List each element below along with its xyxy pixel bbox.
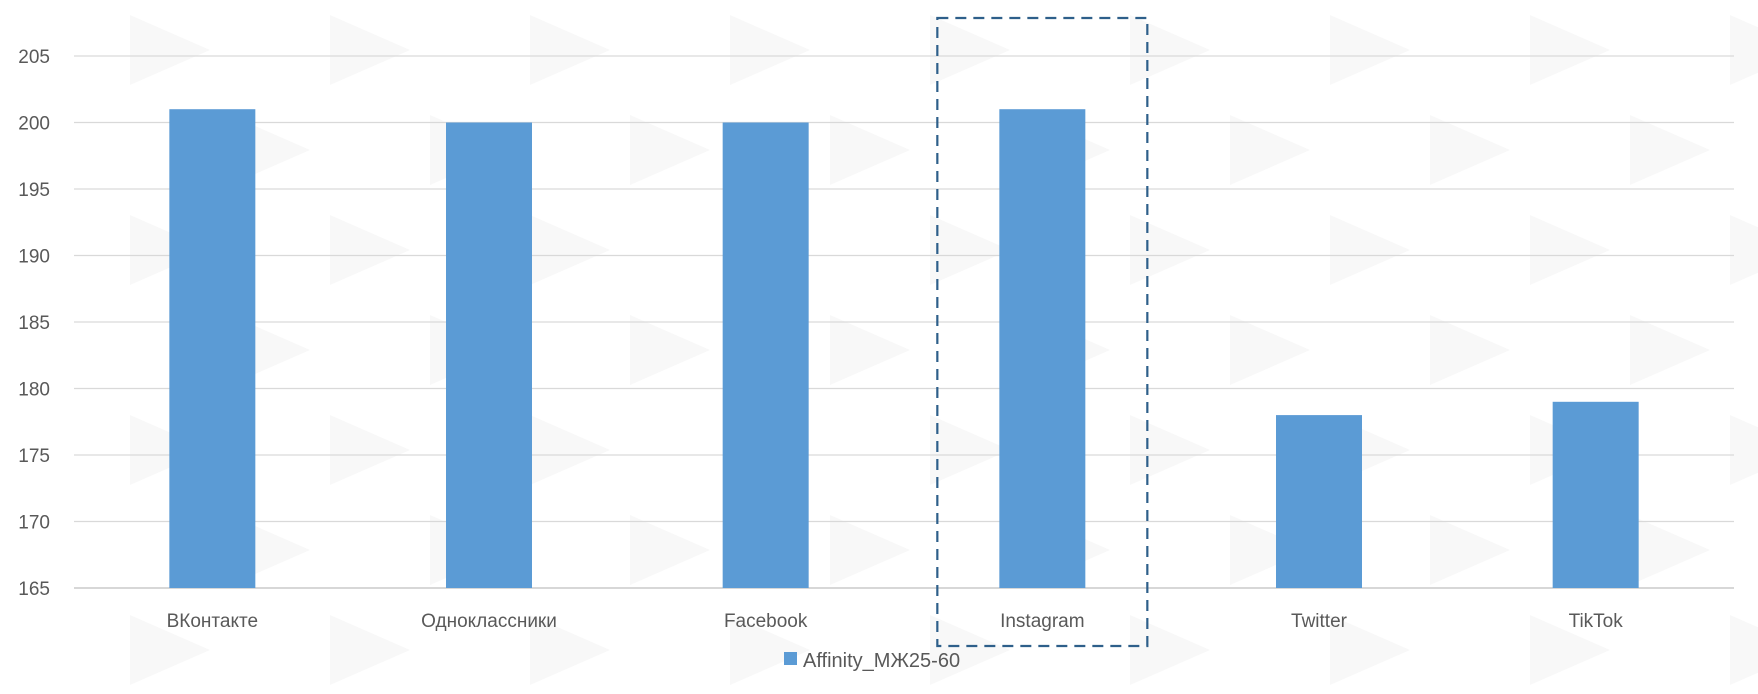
watermark-triangle	[930, 15, 1010, 85]
watermark-triangle	[1430, 515, 1510, 585]
watermark-triangle	[1230, 115, 1310, 185]
watermark-triangle	[330, 615, 410, 685]
watermark-triangle	[930, 415, 1010, 485]
watermark-triangle	[930, 215, 1010, 285]
y-tick-label: 165	[18, 579, 50, 600]
watermark-triangle	[930, 615, 1010, 685]
x-tick-label: Одноклассники	[421, 611, 557, 632]
y-tick-label: 190	[18, 247, 50, 268]
y-tick-label: 205	[18, 47, 50, 68]
watermark-triangle	[730, 615, 810, 685]
y-tick-label: 180	[18, 380, 50, 401]
y-tick-label: 175	[18, 446, 50, 467]
x-tick-label: ВКонтакте	[167, 611, 258, 632]
watermark-triangle	[1530, 215, 1610, 285]
bar	[446, 122, 532, 588]
watermark-triangle	[1130, 415, 1210, 485]
bar	[722, 122, 809, 588]
watermark-triangle	[1330, 15, 1410, 85]
watermark-triangle	[630, 515, 710, 585]
watermark-triangle	[530, 15, 610, 85]
watermark-triangle	[830, 115, 910, 185]
watermark-triangle	[730, 15, 810, 85]
watermark-triangle	[1730, 215, 1758, 285]
legend: Affinity_МЖ25-60	[784, 650, 960, 672]
watermark-triangle	[830, 315, 910, 385]
legend-swatch	[784, 652, 797, 665]
watermark-triangle	[1430, 115, 1510, 185]
watermark-triangle	[1130, 615, 1210, 685]
x-tick-label: Twitter	[1291, 611, 1348, 632]
watermark-triangle	[1730, 415, 1758, 485]
watermark-triangle	[1630, 515, 1710, 585]
watermark-triangle	[1530, 15, 1610, 85]
bar	[169, 109, 256, 588]
y-axis-ticks: 165 170 175 180 185 190 195 200 205	[18, 47, 50, 600]
highlight-dashed-box	[936, 16, 1149, 648]
watermark-triangle	[630, 315, 710, 385]
watermark-triangle	[1130, 15, 1210, 85]
watermark-triangle	[1430, 315, 1510, 385]
watermark-triangle	[1630, 315, 1710, 385]
gridlines	[74, 55, 1734, 589]
watermark-triangle	[1730, 15, 1758, 85]
watermark-triangle	[1130, 215, 1210, 285]
y-tick-label: 170	[18, 513, 50, 534]
x-axis-labels: ВКонтакте Одноклассники Facebook Instagram T…	[167, 611, 1624, 632]
watermark-triangle	[1330, 615, 1410, 685]
watermark-triangle	[1730, 615, 1758, 685]
watermark-triangle	[530, 615, 610, 685]
x-tick-label: Facebook	[724, 611, 808, 632]
watermark-triangle	[530, 215, 610, 285]
highlight-box	[936, 16, 1149, 648]
y-tick-label: 200	[18, 114, 50, 135]
watermark-triangle	[830, 515, 910, 585]
watermark-triangle	[1230, 515, 1310, 585]
bar	[999, 109, 1086, 588]
bar	[1276, 415, 1362, 588]
legend-label: Affinity_МЖ25-60	[803, 650, 960, 672]
watermark-triangle	[630, 115, 710, 185]
watermark-triangle	[1630, 115, 1710, 185]
x-tick-label: TikTok	[1569, 611, 1624, 632]
watermark-triangle	[330, 15, 410, 85]
watermark-triangle	[1330, 215, 1410, 285]
watermark-pattern	[130, 15, 1758, 685]
watermark-triangle	[130, 615, 210, 685]
bar	[1552, 401, 1639, 588]
watermark-triangle	[1530, 615, 1610, 685]
bars	[169, 109, 1639, 588]
watermark-triangle	[330, 415, 410, 485]
x-tick-label: Instagram	[1000, 611, 1084, 632]
y-tick-label: 185	[18, 313, 50, 334]
y-tick-label: 195	[18, 180, 50, 201]
watermark-triangle	[130, 15, 210, 85]
watermark-triangle	[1230, 315, 1310, 385]
watermark-triangle	[530, 415, 610, 485]
watermark-triangle	[330, 215, 410, 285]
